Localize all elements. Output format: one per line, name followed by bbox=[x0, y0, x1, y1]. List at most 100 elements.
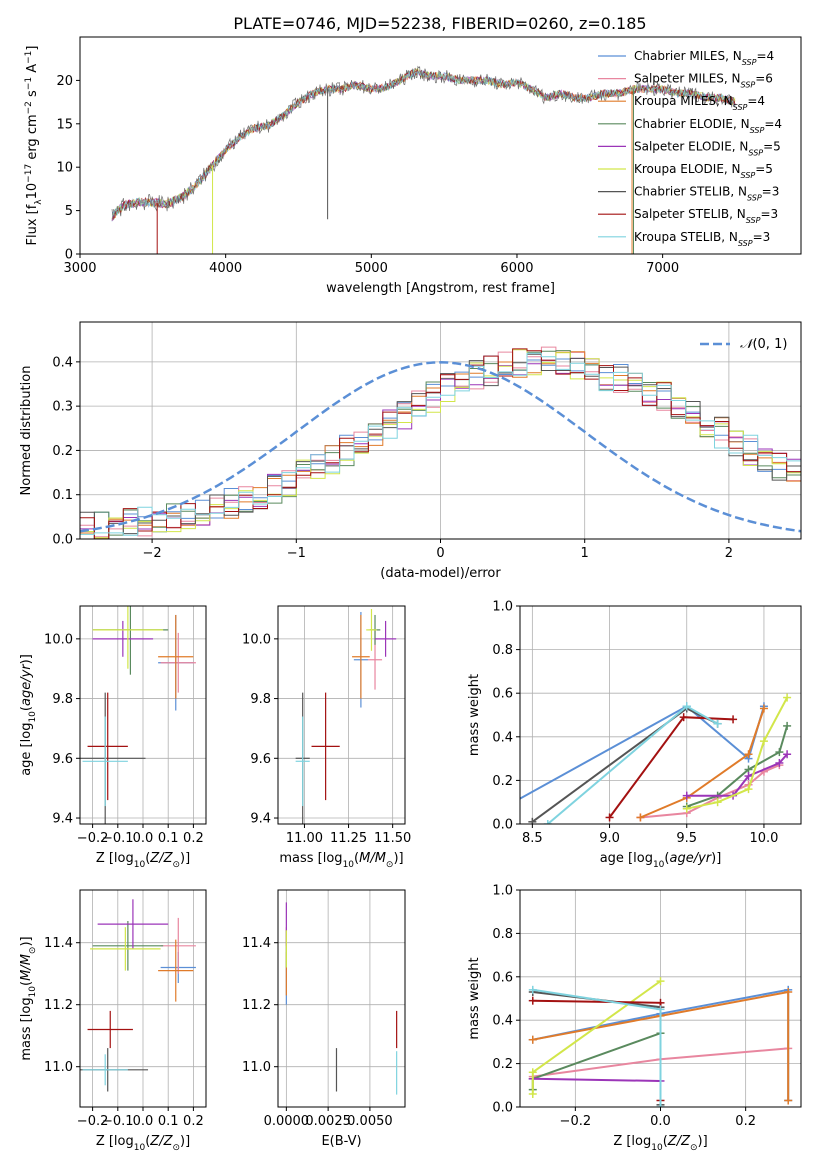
legend-label-chabrier-stelib: Chabrier STELIB, NSSP=3 bbox=[634, 185, 779, 203]
plot-area bbox=[285, 902, 398, 1095]
histogram-series-kroupa-stelib bbox=[80, 352, 801, 536]
x-axis-label: (data-model)/error bbox=[380, 566, 501, 581]
y-tick-label: 11.2 bbox=[242, 998, 271, 1013]
x-tick-label: 5000 bbox=[355, 261, 388, 276]
x-tick-label: 11.50 bbox=[374, 831, 411, 846]
chart-residuals: 𝒩(0, 1) −2 −1 0 1 2 0.0 0.1 0.2 0.3 0.4 (data-model… bbox=[19, 321, 802, 581]
y-tick-label: 11.4 bbox=[242, 936, 271, 951]
y-tick-label: 0.1 bbox=[52, 488, 73, 503]
histogram-series-salpeter-elodie bbox=[80, 357, 801, 539]
histogram-series-salpeter-stelib bbox=[80, 348, 801, 539]
x-axis-label: mass [log10(M/M⊙)] bbox=[279, 851, 403, 870]
plot-area bbox=[80, 346, 801, 539]
chart-age-vs-mass: 11.00 11.25 11.50 9.4 9.6 9.8 10.0 mass [log10(… bbox=[242, 605, 411, 870]
y-tick-label: 0.6 bbox=[492, 970, 513, 985]
histogram-series-salpeter-miles bbox=[80, 346, 801, 538]
x-tick-label: 0.1 bbox=[158, 831, 179, 846]
errorbar-salpeter-elodie bbox=[97, 899, 169, 949]
line-kroupa-elodie bbox=[531, 980, 662, 1094]
y-tick-label: 11.0 bbox=[242, 1060, 271, 1075]
marker-kroupa-miles bbox=[784, 987, 793, 996]
x-tick-label: 0.0 bbox=[133, 1114, 154, 1129]
line-salpeter-miles bbox=[640, 764, 780, 819]
plot-area bbox=[528, 977, 793, 1107]
x-axis-label: Z [log10(Z/Z⊙)] bbox=[96, 851, 190, 870]
axes-frame bbox=[519, 605, 802, 825]
y-tick-label: 9.6 bbox=[250, 752, 271, 767]
gaussian-curve bbox=[80, 361, 801, 533]
y-tick-label: 1.0 bbox=[492, 600, 513, 615]
y-axis-label: mass weight bbox=[467, 957, 482, 1039]
spectrum-series-kroupa-stelib bbox=[111, 68, 736, 219]
x-tick-label: 1 bbox=[581, 546, 589, 561]
y-tick-label: 20 bbox=[56, 74, 73, 89]
line-kroupa-miles bbox=[640, 708, 765, 819]
marker-kroupa-elodie bbox=[713, 798, 722, 807]
y-tick-label: 0.4 bbox=[492, 730, 513, 745]
marker-kroupa-miles bbox=[759, 704, 768, 713]
errorbar-kroupa-miles bbox=[158, 614, 194, 699]
x-tick-label: 0.2 bbox=[183, 831, 204, 846]
marker-salpeter-elodie bbox=[682, 791, 691, 800]
y-tick-label: 0.4 bbox=[492, 1014, 513, 1029]
y-tick-label: 0.4 bbox=[52, 355, 73, 370]
marker-kroupa-elodie bbox=[682, 804, 691, 813]
plot-area bbox=[80, 899, 196, 1092]
errorbar-kroupa-elodie bbox=[366, 608, 377, 651]
axes-frame bbox=[79, 36, 802, 255]
y-tick-label: 9.8 bbox=[52, 692, 73, 707]
plot-area bbox=[520, 693, 792, 824]
axes-frame bbox=[277, 889, 406, 1108]
y-tick-label: 0.3 bbox=[52, 400, 73, 415]
marker-kroupa-stelib bbox=[656, 1103, 665, 1107]
x-axis-label: wavelength [Angstrom, rest frame] bbox=[326, 281, 555, 296]
chart-weight-vs-age: 8.5 9.0 9.5 10.0 0.0 0.2 0.4 0.6 0.8 1.0 age [log1… bbox=[467, 600, 802, 870]
x-tick-label: 8.5 bbox=[522, 831, 543, 846]
marker-salpeter-elodie bbox=[783, 750, 792, 759]
marker-kroupa-stelib bbox=[713, 719, 722, 728]
legend-label-kroupa-miles: Kroupa MILES, NSSP=4 bbox=[634, 94, 765, 112]
figure-title: PLATE=0746, MJD=52238, FIBERID=0260, z=0… bbox=[233, 14, 646, 33]
chart-spectrum: 3000 4000 5000 6000 7000 0 5 10 15 20 wavelength [… bbox=[24, 36, 802, 296]
marker-salpeter-stelib bbox=[528, 996, 537, 1005]
y-tick-label: 9.4 bbox=[52, 812, 73, 827]
y-axis-label: Normed distribution bbox=[19, 366, 34, 496]
x-tick-label: 0.1 bbox=[158, 1114, 179, 1129]
legend: Chabrier MILES, NSSP=4 Salpeter MILES, NS… bbox=[598, 49, 782, 247]
line-salpeter-elodie bbox=[532, 1077, 661, 1082]
x-tick-label: 10.0 bbox=[749, 831, 778, 846]
y-tick-label: 10.0 bbox=[44, 632, 73, 647]
y-tick-label: 9.8 bbox=[250, 692, 271, 707]
line-chabrier-stelib bbox=[532, 991, 662, 1105]
marker-salpeter-stelib bbox=[679, 713, 688, 722]
x-tick-label: 0.0050 bbox=[347, 1114, 393, 1129]
errorbar-kroupa-stelib bbox=[82, 716, 128, 807]
marker-kroupa-miles bbox=[636, 813, 645, 822]
x-tick-label: 0.2 bbox=[735, 1114, 756, 1129]
x-axis-label: age [log10(age/yr)] bbox=[600, 851, 722, 870]
y-tick-label: 0.0 bbox=[52, 533, 73, 548]
x-tick-label: −2 bbox=[143, 546, 162, 561]
x-axis-label: Z [log10(Z/Z⊙)] bbox=[96, 1134, 190, 1153]
x-tick-label: 0 bbox=[436, 546, 444, 561]
y-tick-label: 15 bbox=[56, 117, 73, 132]
legend: 𝒩(0, 1) bbox=[700, 337, 787, 352]
marker-chabrier-stelib bbox=[528, 817, 537, 824]
marker-kroupa-elodie bbox=[528, 1089, 537, 1098]
errorbar-kroupa-stelib bbox=[295, 716, 310, 807]
x-tick-label: −1 bbox=[287, 546, 306, 561]
x-tick-label: 3000 bbox=[63, 261, 96, 276]
errorbar-chabrier-elodie bbox=[92, 921, 164, 971]
y-axis-label: age [log10(age/yr)] bbox=[19, 654, 38, 776]
plot-area bbox=[111, 65, 736, 254]
marker-salpeter-stelib bbox=[605, 813, 614, 822]
marker-kroupa-elodie bbox=[656, 977, 665, 986]
marker-kroupa-elodie bbox=[528, 1068, 537, 1077]
y-tick-label: 10.0 bbox=[242, 632, 271, 647]
marker-chabrier-elodie bbox=[775, 748, 784, 757]
y-tick-label: 0.2 bbox=[492, 774, 513, 789]
errorbar-salpeter-miles bbox=[160, 917, 196, 974]
line-salpeter-stelib bbox=[532, 999, 662, 1101]
line-salpeter-elodie bbox=[686, 753, 788, 797]
